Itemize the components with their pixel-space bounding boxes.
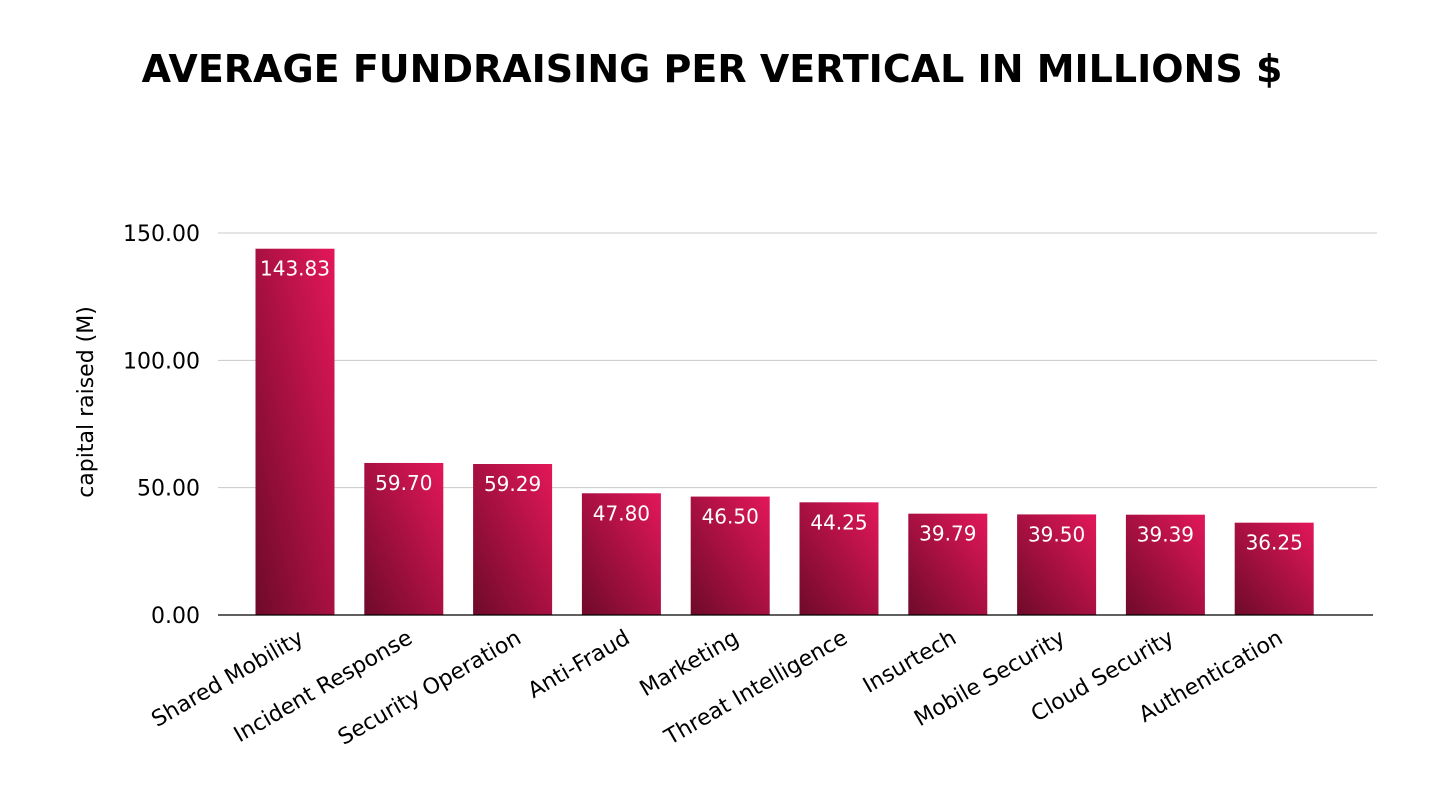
y-tick-label: 50.00 <box>137 477 200 502</box>
data-label: 39.50 <box>1028 522 1085 546</box>
bar <box>1234 522 1314 615</box>
bar <box>908 513 988 615</box>
bar <box>364 462 444 615</box>
chart-title: AVERAGE FUNDRAISING PER VERTICAL IN MILL… <box>142 47 1283 91</box>
y-axis-label: capital raised (M) <box>74 306 99 498</box>
x-tick-label: Threat Intelligence <box>660 626 852 751</box>
bar <box>1125 514 1205 615</box>
bar <box>581 493 661 615</box>
gridlines <box>218 232 1377 489</box>
y-tick-label: 0.00 <box>151 604 200 629</box>
data-label: 143.83 <box>260 257 330 281</box>
data-label: 44.25 <box>810 510 867 534</box>
x-tick-label: Insurtech <box>859 626 961 699</box>
data-label: 39.39 <box>1137 523 1194 547</box>
x-tick-label: Anti-Fraud <box>524 626 635 704</box>
bar <box>1017 514 1097 615</box>
data-label: 59.29 <box>484 472 541 496</box>
data-label: 39.79 <box>919 522 976 546</box>
data-label: 36.25 <box>1246 531 1303 555</box>
data-label: 59.70 <box>375 471 432 495</box>
bar <box>255 248 335 615</box>
data-label: 46.50 <box>702 505 759 529</box>
y-tick-label: 100.00 <box>123 349 200 374</box>
bar <box>473 464 553 615</box>
y-tick-label: 150.00 <box>123 222 200 247</box>
y-axis-ticks: 0.00 50.00 100.00 150.00 <box>123 222 200 629</box>
x-tick-label: Incident Response <box>230 626 417 748</box>
bars <box>255 248 1314 615</box>
x-tick-label: Security Operation <box>334 626 526 751</box>
data-labels: 143.83 59.70 59.29 47.80 46.50 44.25 39.79 39.5… <box>260 257 1303 555</box>
bar <box>799 502 879 615</box>
data-label: 47.80 <box>593 501 650 525</box>
bar <box>690 496 770 615</box>
